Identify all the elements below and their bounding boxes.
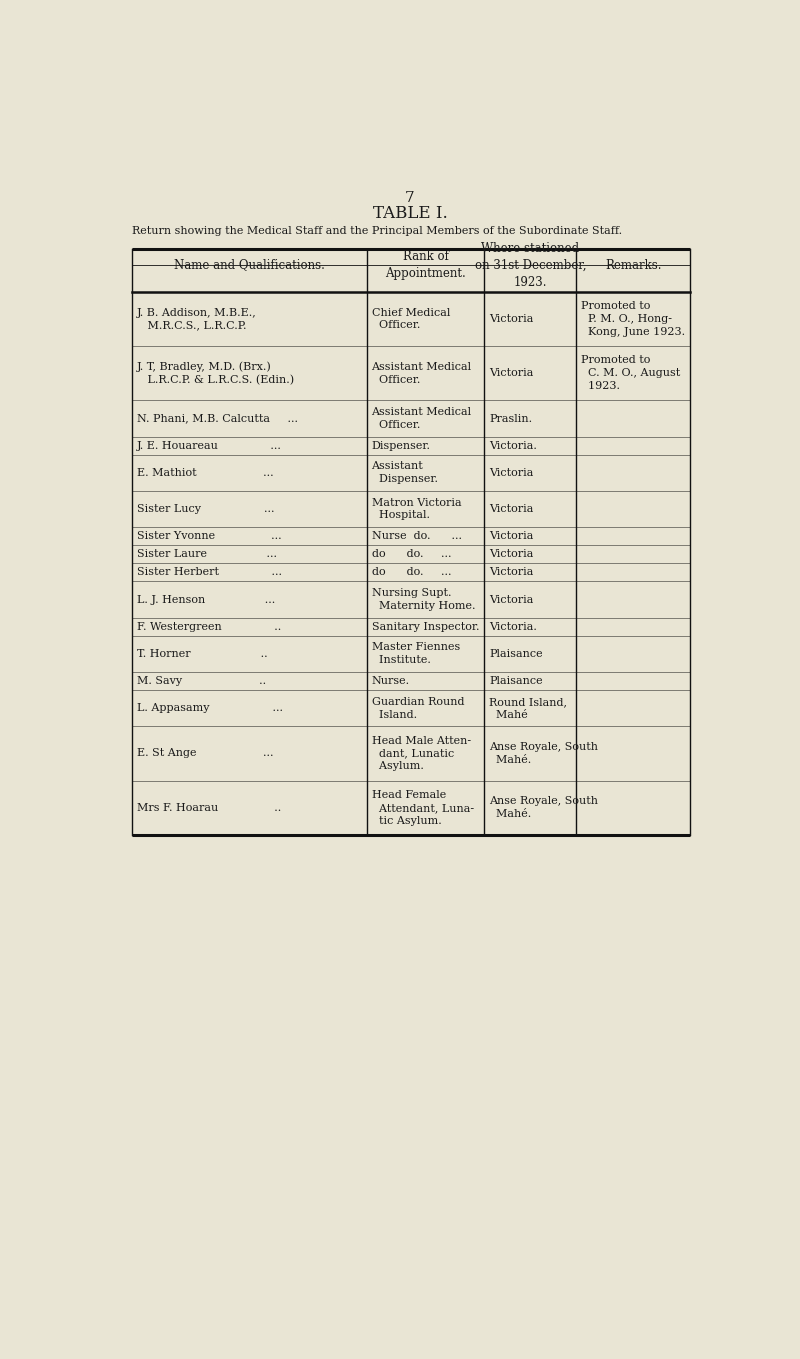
Text: Victoria.: Victoria. xyxy=(490,440,538,451)
Text: TABLE I.: TABLE I. xyxy=(373,205,447,222)
Text: J. B. Addison, M.B.E.,
   M.R.C.S., L.R.C.P.: J. B. Addison, M.B.E., M.R.C.S., L.R.C.P… xyxy=(138,307,257,330)
Text: Master Fiennes
  Institute.: Master Fiennes Institute. xyxy=(371,643,460,666)
Text: Name and Qualifications.: Name and Qualifications. xyxy=(174,258,325,272)
Text: Plaisance: Plaisance xyxy=(490,675,543,686)
Text: L. J. Henson                 ...: L. J. Henson ... xyxy=(138,594,275,605)
Text: Assistant Medical
  Officer.: Assistant Medical Officer. xyxy=(371,361,472,385)
Text: Assistant Medical
  Officer.: Assistant Medical Officer. xyxy=(371,408,472,429)
Text: E. St Ange                   ...: E. St Ange ... xyxy=(138,749,274,758)
Text: Mrs F. Hoarau                ..: Mrs F. Hoarau .. xyxy=(138,803,282,813)
Text: Round Island,
  Mahé: Round Island, Mahé xyxy=(490,697,567,719)
Text: Dispenser.: Dispenser. xyxy=(371,440,430,451)
Text: Sister Lucy                  ...: Sister Lucy ... xyxy=(138,504,274,514)
Text: Promoted to
  P. M. O., Hong-
  Kong, June 1923.: Promoted to P. M. O., Hong- Kong, June 1… xyxy=(581,302,686,337)
Text: J. T, Bradley, M.D. (Brx.)
   L.R.C.P. & L.R.C.S. (Edin.): J. T, Bradley, M.D. (Brx.) L.R.C.P. & L.… xyxy=(138,361,294,385)
Text: Praslin.: Praslin. xyxy=(490,413,533,424)
Text: Sister Laure                 ...: Sister Laure ... xyxy=(138,549,277,560)
Text: Remarks.: Remarks. xyxy=(605,258,662,272)
Text: Rank of
Appointment.: Rank of Appointment. xyxy=(385,250,466,280)
Text: Victoria: Victoria xyxy=(490,549,534,560)
Text: Head Male Atten-
  dant, Lunatic
  Asylum.: Head Male Atten- dant, Lunatic Asylum. xyxy=(371,735,470,771)
Text: J. E. Houareau               ...: J. E. Houareau ... xyxy=(138,440,282,451)
Text: Victoria: Victoria xyxy=(490,594,534,605)
Text: Victoria: Victoria xyxy=(490,467,534,478)
Text: F. Westergreen               ..: F. Westergreen .. xyxy=(138,621,282,632)
Text: Assistant
  Dispenser.: Assistant Dispenser. xyxy=(371,462,438,484)
Text: E. Mathiot                   ...: E. Mathiot ... xyxy=(138,467,274,478)
Text: Nurse.: Nurse. xyxy=(371,675,410,686)
Text: Victoria: Victoria xyxy=(490,368,534,378)
Text: Victoria.: Victoria. xyxy=(490,621,538,632)
Text: Anse Royale, South
  Mahé.: Anse Royale, South Mahé. xyxy=(490,742,598,765)
Text: Sanitary Inspector.: Sanitary Inspector. xyxy=(371,621,479,632)
Text: Plaisance: Plaisance xyxy=(490,648,543,659)
Text: Where stationed
on 31st December,
1923.: Where stationed on 31st December, 1923. xyxy=(474,242,586,288)
Text: 7: 7 xyxy=(405,190,415,205)
Text: do      do.     ...: do do. ... xyxy=(371,549,451,560)
Text: Victoria: Victoria xyxy=(490,531,534,541)
Text: Return showing the Medical Staff and the Principal Members of the Subordinate St: Return showing the Medical Staff and the… xyxy=(132,226,622,236)
Text: Guardian Round
  Island.: Guardian Round Island. xyxy=(371,697,464,719)
Text: Sister Herbert               ...: Sister Herbert ... xyxy=(138,568,282,578)
Text: Victoria: Victoria xyxy=(490,504,534,514)
Text: L. Appasamy                  ...: L. Appasamy ... xyxy=(138,703,283,713)
Text: do      do.     ...: do do. ... xyxy=(371,568,451,578)
Text: Sister Yvonne                ...: Sister Yvonne ... xyxy=(138,531,282,541)
Text: M. Savy                      ..: M. Savy .. xyxy=(138,675,266,686)
Text: Matron Victoria
  Hospital.: Matron Victoria Hospital. xyxy=(371,497,461,520)
Text: Chief Medical
  Officer.: Chief Medical Officer. xyxy=(371,307,450,330)
Text: Nursing Supt.
  Maternity Home.: Nursing Supt. Maternity Home. xyxy=(371,588,475,612)
Text: Head Female
  Attendant, Luna-
  tic Asylum.: Head Female Attendant, Luna- tic Asylum. xyxy=(371,790,474,825)
Text: Anse Royale, South
  Mahé.: Anse Royale, South Mahé. xyxy=(490,796,598,819)
Text: N. Phani, M.B. Calcutta     ...: N. Phani, M.B. Calcutta ... xyxy=(138,413,298,424)
Text: T. Horner                    ..: T. Horner .. xyxy=(138,648,268,659)
Text: Nurse  do.      ...: Nurse do. ... xyxy=(371,531,462,541)
Text: Promoted to
  C. M. O., August
  1923.: Promoted to C. M. O., August 1923. xyxy=(581,356,680,391)
Text: Victoria: Victoria xyxy=(490,314,534,323)
Text: Victoria: Victoria xyxy=(490,568,534,578)
